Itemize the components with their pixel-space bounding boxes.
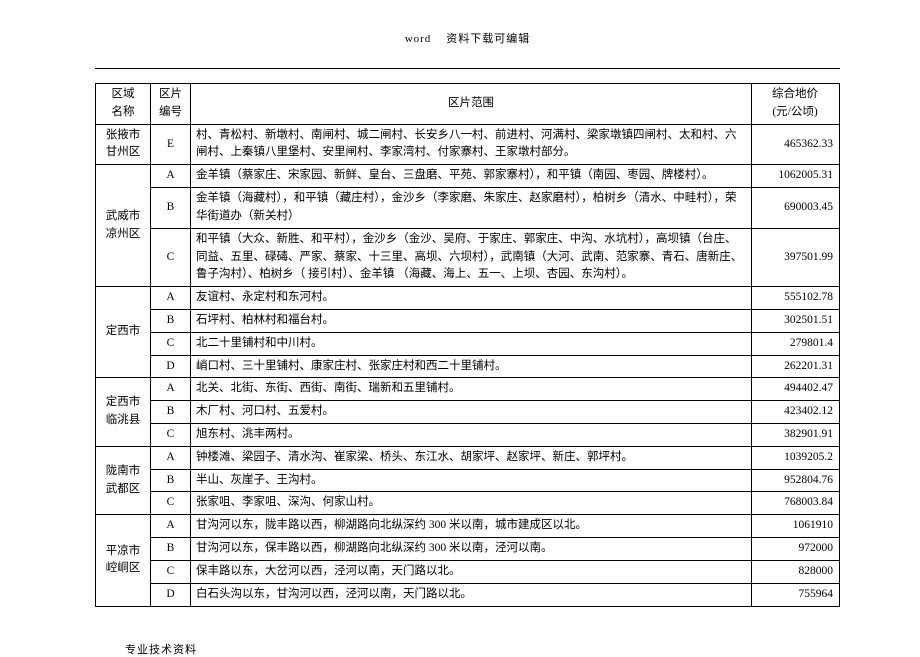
code-cell: B — [151, 538, 191, 561]
table-row: C北二十里铺村和中川村。279801.4 — [96, 332, 840, 355]
region-cell: 陇南市武都区 — [96, 446, 151, 514]
region-cell: 定西市临洮县 — [96, 378, 151, 446]
code-cell: A — [151, 287, 191, 310]
table-row: D白石头沟以东，甘沟河以西，泾河以南，天门路以北。755964 — [96, 583, 840, 606]
table-row: 张掖市甘州区E村、青松村、新墩村、南闸村、城二闸村、长安乡八一村、前进村、河满村… — [96, 124, 840, 165]
page: word 资料下载可编辑 区域名称 区片编号 区片范围 综合地价(元/公顷) 张… — [0, 0, 920, 651]
price-cell: 279801.4 — [752, 332, 840, 355]
table-row: B木厂村、河口村、五爱村。423402.12 — [96, 401, 840, 424]
price-cell: 768003.84 — [752, 492, 840, 515]
header-left: word — [405, 33, 432, 45]
scope-cell: 白石头沟以东，甘沟河以西，泾河以南，天门路以北。 — [191, 583, 752, 606]
code-cell: D — [151, 355, 191, 378]
scope-cell: 峭口村、三十里铺村、康家庄村、张家庄村和西二十里铺村。 — [191, 355, 752, 378]
table-row: C张家咀、李家咀、深沟、何家山村。768003.84 — [96, 492, 840, 515]
table-row: 平凉市崆峒区A甘沟河以东，陇丰路以西，柳湖路向北纵深约 300 米以南，城市建成… — [96, 515, 840, 538]
region-cell: 定西市 — [96, 287, 151, 378]
table-row: B石坪村、柏林村和福台村。302501.51 — [96, 309, 840, 332]
table-head: 区域名称 区片编号 区片范围 综合地价(元/公顷) — [96, 84, 840, 125]
table-body: 张掖市甘州区E村、青松村、新墩村、南闸村、城二闸村、长安乡八一村、前进村、河满村… — [96, 124, 840, 606]
code-cell: C — [151, 492, 191, 515]
header-right: 资料下载可编辑 — [446, 33, 530, 45]
scope-cell: 保丰路以东，大岔河以西，泾河以南，天门路以北。 — [191, 560, 752, 583]
code-cell: B — [151, 188, 191, 229]
scope-cell: 甘沟河以东，保丰路以西，柳湖路向北纵深约 300 米以南，泾河以南。 — [191, 538, 752, 561]
code-cell: C — [151, 228, 191, 286]
code-cell: A — [151, 515, 191, 538]
code-cell: C — [151, 332, 191, 355]
table-row: C和平镇（大众、新胜、和平村），金沙乡（金沙、吴府、于家庄、郭家庄、中沟、水坑村… — [96, 228, 840, 286]
scope-cell: 甘沟河以东，陇丰路以西，柳湖路向北纵深约 300 米以南，城市建成区以北。 — [191, 515, 752, 538]
scope-cell: 钟楼滩、梁园子、清水沟、崔家梁、桥头、东江水、胡家坪、赵家坪、新庄、郭坪村。 — [191, 446, 752, 469]
price-cell: 1039205.2 — [752, 446, 840, 469]
table-row: 武威市凉州区A金羊镇（蔡家庄、宋家园、新鲜、皇台、三盘磨、平苑、郭家寨村），和平… — [96, 165, 840, 188]
code-cell: B — [151, 309, 191, 332]
col-region-header: 区域名称 — [96, 84, 151, 125]
price-cell: 423402.12 — [752, 401, 840, 424]
scope-cell: 金羊镇（海藏村），和平镇（藏庄村），金沙乡（李家磨、朱家庄、赵家磨村），柏树乡（… — [191, 188, 752, 229]
table-row: 定西市临洮县A北关、北街、东街、西街、南街、瑞新和五里铺村。494402.47 — [96, 378, 840, 401]
scope-cell: 木厂村、河口村、五爱村。 — [191, 401, 752, 424]
scope-cell: 友谊村、永定村和东河村。 — [191, 287, 752, 310]
price-cell: 397501.99 — [752, 228, 840, 286]
code-cell: A — [151, 446, 191, 469]
table-row: 定西市A友谊村、永定村和东河村。555102.78 — [96, 287, 840, 310]
price-cell: 465362.33 — [752, 124, 840, 165]
price-cell: 828000 — [752, 560, 840, 583]
table-row: D峭口村、三十里铺村、康家庄村、张家庄村和西二十里铺村。262201.31 — [96, 355, 840, 378]
price-cell: 1061910 — [752, 515, 840, 538]
table-row: B甘沟河以东，保丰路以西，柳湖路向北纵深约 300 米以南，泾河以南。97200… — [96, 538, 840, 561]
scope-cell: 和平镇（大众、新胜、和平村），金沙乡（金沙、吴府、于家庄、郭家庄、中沟、水坑村）… — [191, 228, 752, 286]
region-cell: 张掖市甘州区 — [96, 124, 151, 165]
scope-cell: 北关、北街、东街、西街、南街、瑞新和五里铺村。 — [191, 378, 752, 401]
code-cell: C — [151, 424, 191, 447]
scope-cell: 石坪村、柏林村和福台村。 — [191, 309, 752, 332]
scope-cell: 金羊镇（蔡家庄、宋家园、新鲜、皇台、三盘磨、平苑、郭家寨村），和平镇（南园、枣园… — [191, 165, 752, 188]
scope-cell: 张家咀、李家咀、深沟、何家山村。 — [191, 492, 752, 515]
price-cell: 755964 — [752, 583, 840, 606]
code-cell: B — [151, 469, 191, 492]
region-cell: 平凉市崆峒区 — [96, 515, 151, 606]
table-row: B半山、灰崖子、王沟村。952804.76 — [96, 469, 840, 492]
doc-footer: 专业技术资料 — [125, 641, 840, 657]
price-cell: 262201.31 — [752, 355, 840, 378]
code-cell: E — [151, 124, 191, 165]
code-cell: A — [151, 378, 191, 401]
land-price-table: 区域名称 区片编号 区片范围 综合地价(元/公顷) 张掖市甘州区E村、青松村、新… — [95, 83, 840, 607]
price-cell: 690003.45 — [752, 188, 840, 229]
price-cell: 952804.76 — [752, 469, 840, 492]
region-cell: 武威市凉州区 — [96, 165, 151, 287]
code-cell: D — [151, 583, 191, 606]
scope-cell: 半山、灰崖子、王沟村。 — [191, 469, 752, 492]
price-cell: 494402.47 — [752, 378, 840, 401]
table-row: C保丰路以东，大岔河以西，泾河以南，天门路以北。828000 — [96, 560, 840, 583]
col-code-header: 区片编号 — [151, 84, 191, 125]
table-row: 陇南市武都区A钟楼滩、梁园子、清水沟、崔家梁、桥头、东江水、胡家坪、赵家坪、新庄… — [96, 446, 840, 469]
price-cell: 302501.51 — [752, 309, 840, 332]
table-row: B金羊镇（海藏村），和平镇（藏庄村），金沙乡（李家磨、朱家庄、赵家磨村），柏树乡… — [96, 188, 840, 229]
table-row: C旭东村、洮丰两村。382901.91 — [96, 424, 840, 447]
price-cell: 972000 — [752, 538, 840, 561]
code-cell: B — [151, 401, 191, 424]
price-cell: 555102.78 — [752, 287, 840, 310]
col-scope-header: 区片范围 — [191, 84, 752, 125]
scope-cell: 村、青松村、新墩村、南闸村、城二闸村、长安乡八一村、前进村、河满村、梁家墩镇四闸… — [191, 124, 752, 165]
code-cell: C — [151, 560, 191, 583]
doc-header: word 资料下载可编辑 — [95, 30, 840, 46]
price-cell: 1062005.31 — [752, 165, 840, 188]
price-cell: 382901.91 — [752, 424, 840, 447]
scope-cell: 旭东村、洮丰两村。 — [191, 424, 752, 447]
header-rule — [95, 68, 840, 69]
code-cell: A — [151, 165, 191, 188]
scope-cell: 北二十里铺村和中川村。 — [191, 332, 752, 355]
col-price-header: 综合地价(元/公顷) — [752, 84, 840, 125]
